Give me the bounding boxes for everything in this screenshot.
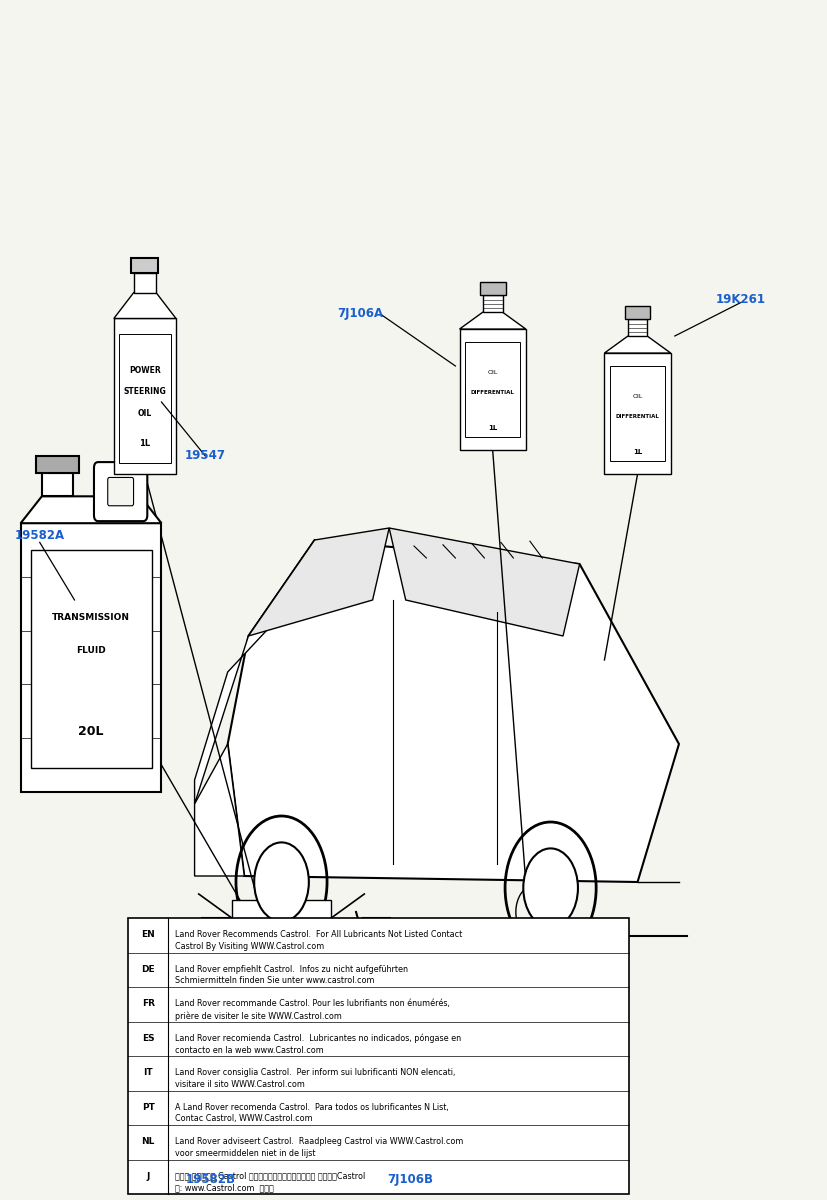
Text: parts: parts	[380, 708, 447, 732]
Polygon shape	[346, 953, 407, 978]
Text: scuderia: scuderia	[341, 662, 486, 694]
Text: 1L: 1L	[487, 425, 497, 431]
Text: Land Rover recommande Castrol. Pour les lubrifiants non énumérés,
prière de visi: Land Rover recommande Castrol. Pour les …	[174, 1000, 449, 1020]
Text: 20L: 20L	[79, 725, 103, 738]
Text: ES: ES	[141, 1033, 155, 1043]
Polygon shape	[21, 497, 161, 523]
Text: TRANSMISSION: TRANSMISSION	[182, 1037, 248, 1045]
FancyBboxPatch shape	[108, 478, 133, 505]
Text: TRANSMISSION: TRANSMISSION	[52, 613, 130, 622]
Text: STEERING: STEERING	[123, 388, 166, 396]
Text: 1L: 1L	[209, 1099, 221, 1109]
Bar	[189, 994, 241, 1123]
Polygon shape	[604, 336, 670, 353]
Text: A Land Rover recomenda Castrol.  Para todos os lubrificantes N List,
Contac Cast: A Land Rover recomenda Castrol. Para tod…	[174, 1103, 448, 1123]
Text: J: J	[146, 1171, 150, 1181]
Text: OIL: OIL	[487, 371, 497, 376]
Polygon shape	[194, 744, 244, 876]
Polygon shape	[459, 312, 525, 329]
Bar	[42, 473, 73, 497]
Text: FLUID: FLUID	[76, 647, 106, 655]
Bar	[21, 523, 161, 792]
Bar	[356, 948, 430, 1026]
Text: 19582B: 19582B	[186, 1172, 236, 1186]
Text: DIFFERENTIAL: DIFFERENTIAL	[615, 414, 658, 419]
Text: CASE: CASE	[366, 1069, 387, 1078]
Text: DIFFERENTIAL: DIFFERENTIAL	[471, 390, 514, 395]
Bar	[604, 353, 670, 474]
Text: ランド ローバーは Castrol を推奨。リスト外の潤滑剤につ いては、Castrol
社: www.Castrol.com  まで。: ランド ローバーは Castrol を推奨。リスト外の潤滑剤につ いては、Cas…	[174, 1171, 365, 1193]
Text: FR: FR	[141, 1000, 155, 1008]
Bar	[202, 918, 228, 934]
Bar	[479, 282, 505, 295]
Bar	[232, 900, 331, 930]
Text: PT: PT	[141, 1103, 155, 1111]
Text: FLUID: FLUID	[203, 1058, 227, 1067]
Bar	[366, 934, 387, 953]
Text: EN: EN	[141, 930, 155, 940]
Bar	[459, 329, 525, 450]
Text: Land Rover consiglia Castrol.  Per inform sui lubrificanti NON elencati,
visitar: Land Rover consiglia Castrol. Per inform…	[174, 1068, 455, 1088]
Bar	[363, 918, 390, 934]
Bar	[131, 258, 158, 274]
Polygon shape	[248, 528, 389, 636]
Bar	[113, 318, 175, 474]
Text: Land Rover empfiehlt Castrol.  Infos zu nicht aufgeführten
Schmiermitteln finden: Land Rover empfiehlt Castrol. Infos zu n…	[174, 965, 407, 985]
Text: IT: IT	[143, 1068, 153, 1078]
Bar	[351, 994, 403, 1123]
Text: DE: DE	[141, 965, 155, 973]
Polygon shape	[194, 540, 314, 804]
Text: TRANSFER: TRANSFER	[354, 1048, 399, 1056]
Text: 1L: 1L	[139, 439, 151, 449]
Text: Land Rover adviseert Castrol.  Raadpleeg Castrol via WWW.Castrol.com
voor smeerm: Land Rover adviseert Castrol. Raadpleeg …	[174, 1138, 462, 1158]
FancyBboxPatch shape	[94, 462, 147, 521]
Text: OIL: OIL	[369, 1026, 384, 1034]
Bar	[609, 366, 665, 461]
Bar	[128, 918, 629, 1194]
Text: NL: NL	[141, 1138, 155, 1146]
Text: 7J106B: 7J106B	[386, 1172, 433, 1186]
Text: OIL: OIL	[632, 395, 642, 400]
Polygon shape	[389, 528, 579, 636]
Bar	[464, 342, 520, 437]
Text: 1L: 1L	[632, 449, 642, 455]
Bar	[624, 306, 650, 319]
Circle shape	[254, 842, 308, 922]
Text: 1L: 1L	[370, 1099, 382, 1109]
Text: 19582A: 19582A	[15, 529, 65, 542]
Bar	[119, 334, 170, 463]
Text: 19K261: 19K261	[715, 293, 765, 306]
Bar	[261, 924, 376, 1014]
Bar	[203, 934, 227, 953]
Text: Land Rover recomienda Castrol.  Lubricantes no indicados, póngase en
contacto en: Land Rover recomienda Castrol. Lubricant…	[174, 1033, 461, 1055]
Polygon shape	[227, 540, 678, 882]
Bar	[184, 978, 246, 1134]
Bar	[31, 550, 151, 768]
Polygon shape	[113, 293, 175, 318]
Text: 19547: 19547	[184, 449, 226, 462]
Bar	[346, 978, 408, 1134]
Bar	[133, 274, 155, 293]
Text: OIL: OIL	[137, 409, 152, 418]
Bar	[627, 319, 647, 336]
Circle shape	[523, 848, 577, 928]
Text: 7J106A: 7J106A	[337, 307, 383, 320]
Bar	[36, 456, 79, 473]
Polygon shape	[184, 953, 246, 978]
Bar	[482, 295, 502, 312]
Text: Land Rover Recommends Castrol.  For All Lubricants Not Listed Contact
Castrol By: Land Rover Recommends Castrol. For All L…	[174, 930, 461, 950]
Text: POWER: POWER	[129, 366, 160, 374]
